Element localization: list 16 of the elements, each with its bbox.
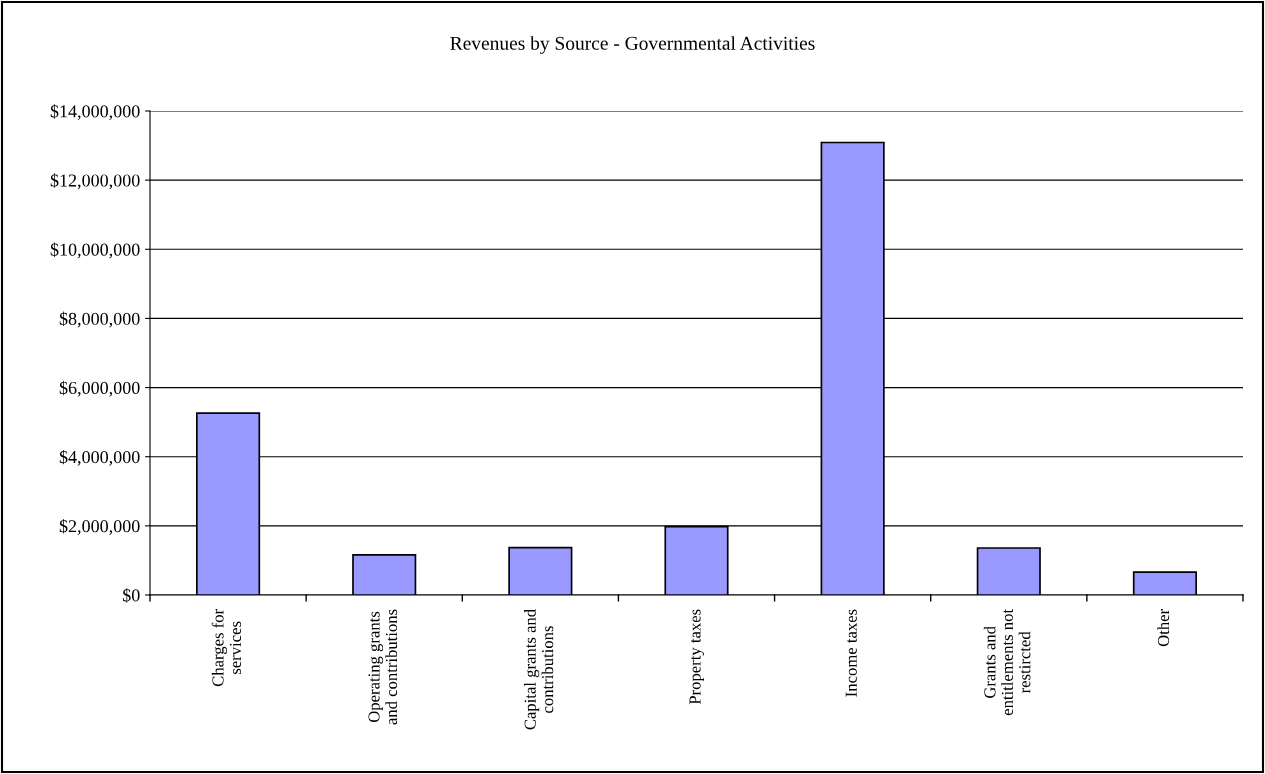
x-tick-label: Capital grants and contributions: [524, 609, 554, 730]
x-tick-label: Property taxes: [689, 609, 705, 705]
x-tick-label: Grants and entitlements not restircted: [983, 608, 1031, 716]
y-tick-label: $12,000,000: [50, 173, 140, 190]
chart-title: Revenues by Source - Governmental Activities: [450, 36, 815, 54]
x-tick-label: Operating grants and contributions: [368, 609, 398, 725]
y-tick-label: $14,000,000: [50, 104, 140, 121]
x-tick-label: Other: [1157, 609, 1170, 647]
x-tick-label: Charges for services: [211, 609, 242, 687]
y-tick-label: $10,000,000: [50, 242, 140, 259]
y-tick-label: $4,000,000: [59, 449, 140, 466]
y-tick-label: $0: [123, 588, 140, 603]
y-tick-label: $6,000,000: [59, 380, 140, 397]
y-tick-label: $2,000,000: [59, 519, 140, 535]
x-tick-label: Income taxes: [845, 609, 857, 697]
y-tick-label: $8,000,000: [59, 311, 140, 328]
